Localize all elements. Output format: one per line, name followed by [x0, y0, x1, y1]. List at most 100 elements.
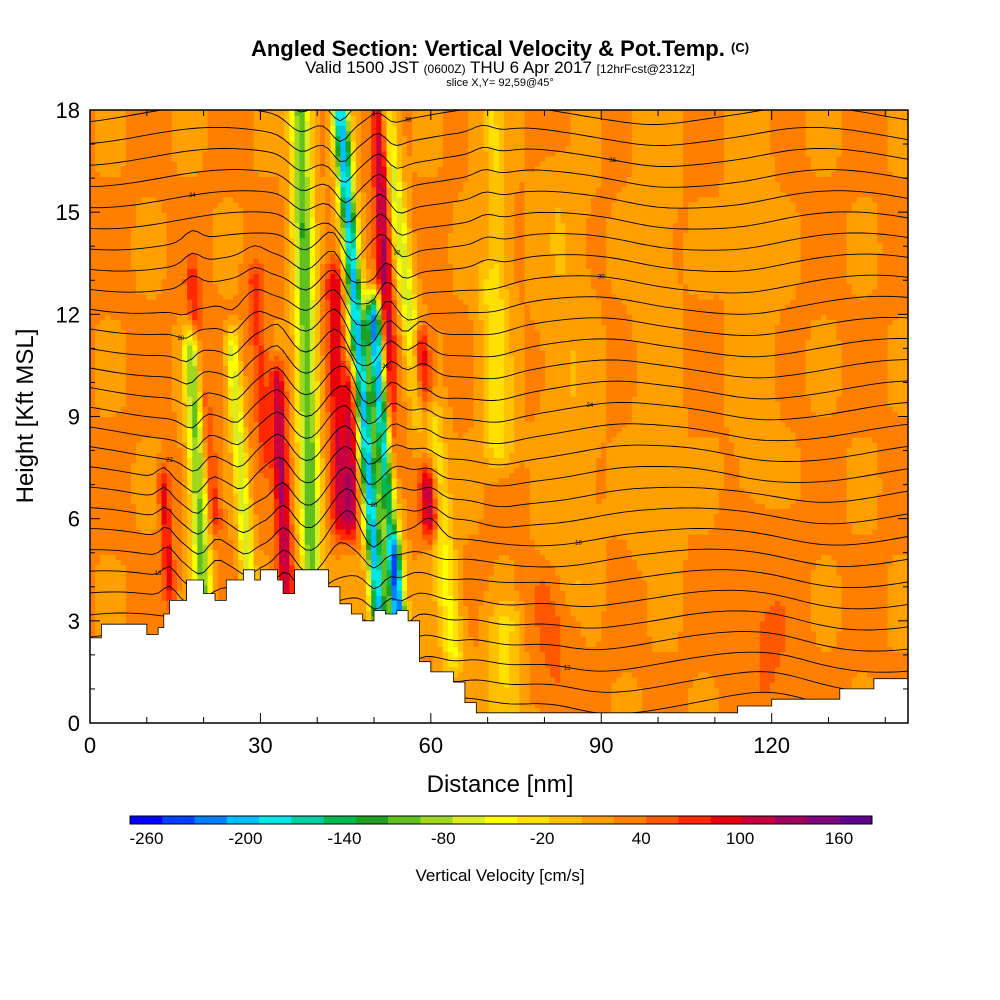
- velocity-cell: [279, 258, 285, 264]
- velocity-cell: [105, 503, 112, 510]
- velocity-cell: [156, 344, 163, 351]
- velocity-cell: [202, 579, 209, 586]
- velocity-cell: [289, 130, 296, 137]
- velocity-cell: [289, 564, 296, 571]
- velocity-cell: [130, 513, 137, 520]
- velocity-cell: [105, 365, 112, 372]
- velocity-cell: [289, 590, 296, 596]
- velocity-cell: [233, 493, 239, 499]
- velocity-cell: [294, 196, 301, 203]
- velocity-cell: [156, 263, 163, 269]
- velocity-cell: [125, 212, 132, 218]
- velocity-cell: [294, 396, 301, 402]
- velocity-cell: [217, 533, 224, 540]
- velocity-cell: [146, 554, 152, 561]
- velocity-cell: [136, 339, 142, 346]
- velocity-cell: [136, 539, 142, 545]
- velocity-cell: [233, 554, 239, 561]
- velocity-cell: [166, 559, 173, 566]
- velocity-cell: [146, 176, 152, 183]
- velocity-cell: [268, 375, 275, 382]
- velocity-cell: [289, 344, 296, 351]
- velocity-cell: [233, 488, 239, 494]
- velocity-cell: [263, 161, 270, 167]
- velocity-cell: [228, 309, 234, 315]
- velocity-cell: [100, 140, 106, 147]
- velocity-cell: [212, 324, 219, 331]
- velocity-cell: [176, 201, 183, 208]
- velocity-cell: [105, 329, 112, 336]
- velocity-cell: [146, 401, 152, 407]
- velocity-cell: [120, 155, 127, 162]
- velocity-cell: [222, 135, 229, 142]
- velocity-cell: [192, 171, 198, 178]
- velocity-cell: [294, 375, 301, 382]
- velocity-cell: [100, 334, 106, 341]
- velocity-cell: [222, 513, 229, 520]
- velocity-cell: [146, 467, 152, 474]
- velocity-cell: [161, 539, 168, 545]
- velocity-cell: [95, 605, 101, 612]
- velocity-cell: [182, 258, 188, 264]
- velocity-cell: [274, 125, 280, 132]
- velocity-cell: [207, 293, 214, 300]
- velocity-cell: [95, 488, 101, 494]
- velocity-cell: [274, 247, 280, 254]
- velocity-cell: [268, 309, 275, 315]
- velocity-cell: [217, 237, 224, 244]
- velocity-cell: [217, 227, 224, 234]
- velocity-cell: [197, 155, 204, 162]
- velocity-cell: [263, 339, 270, 346]
- velocity-cell: [136, 436, 142, 443]
- velocity-cell: [207, 528, 214, 535]
- velocity-cell: [130, 140, 137, 147]
- velocity-cell: [207, 242, 214, 249]
- velocity-cell: [171, 232, 178, 239]
- velocity-cell: [233, 360, 239, 367]
- velocity-cell: [115, 518, 122, 525]
- velocity-cell: [217, 171, 224, 178]
- velocity-cell: [100, 615, 106, 622]
- velocity-cell: [171, 110, 178, 116]
- velocity-cell: [212, 365, 219, 372]
- velocity-cell: [233, 564, 239, 571]
- velocity-cell: [176, 380, 183, 387]
- velocity-cell: [95, 574, 101, 581]
- velocity-cell: [243, 120, 250, 126]
- velocity-cell: [166, 533, 173, 540]
- velocity-cell: [182, 569, 188, 576]
- velocity-cell: [222, 539, 229, 545]
- velocity-cell: [146, 212, 152, 218]
- velocity-cell: [248, 360, 255, 367]
- velocity-cell: [258, 334, 265, 341]
- velocity-cell: [182, 513, 188, 520]
- velocity-cell: [279, 426, 285, 433]
- velocity-cell: [166, 140, 173, 147]
- velocity-cell: [115, 554, 122, 561]
- velocity-cell: [151, 304, 158, 310]
- velocity-cell: [202, 493, 209, 499]
- velocity-cell: [146, 145, 152, 152]
- velocity-cell: [233, 390, 239, 397]
- velocity-cell: [176, 421, 183, 428]
- velocity-cell: [161, 544, 168, 550]
- velocity-cell: [233, 401, 239, 407]
- velocity-cell: [110, 457, 117, 464]
- velocity-cell: [182, 309, 188, 315]
- velocity-cell: [141, 579, 147, 586]
- velocity-cell: [95, 140, 101, 147]
- velocity-cell: [171, 288, 178, 295]
- velocity-cell: [110, 559, 117, 566]
- velocity-cell: [166, 191, 173, 198]
- velocity-cell: [289, 390, 296, 397]
- velocity-cell: [228, 217, 234, 223]
- velocity-cell: [105, 554, 112, 561]
- velocity-cell: [161, 258, 168, 264]
- velocity-cell: [294, 411, 301, 418]
- velocity-cell: [253, 258, 260, 264]
- velocity-cell: [274, 457, 280, 464]
- velocity-cell: [130, 227, 137, 234]
- velocity-cell: [176, 212, 183, 218]
- velocity-cell: [263, 166, 270, 172]
- velocity-cell: [125, 186, 132, 193]
